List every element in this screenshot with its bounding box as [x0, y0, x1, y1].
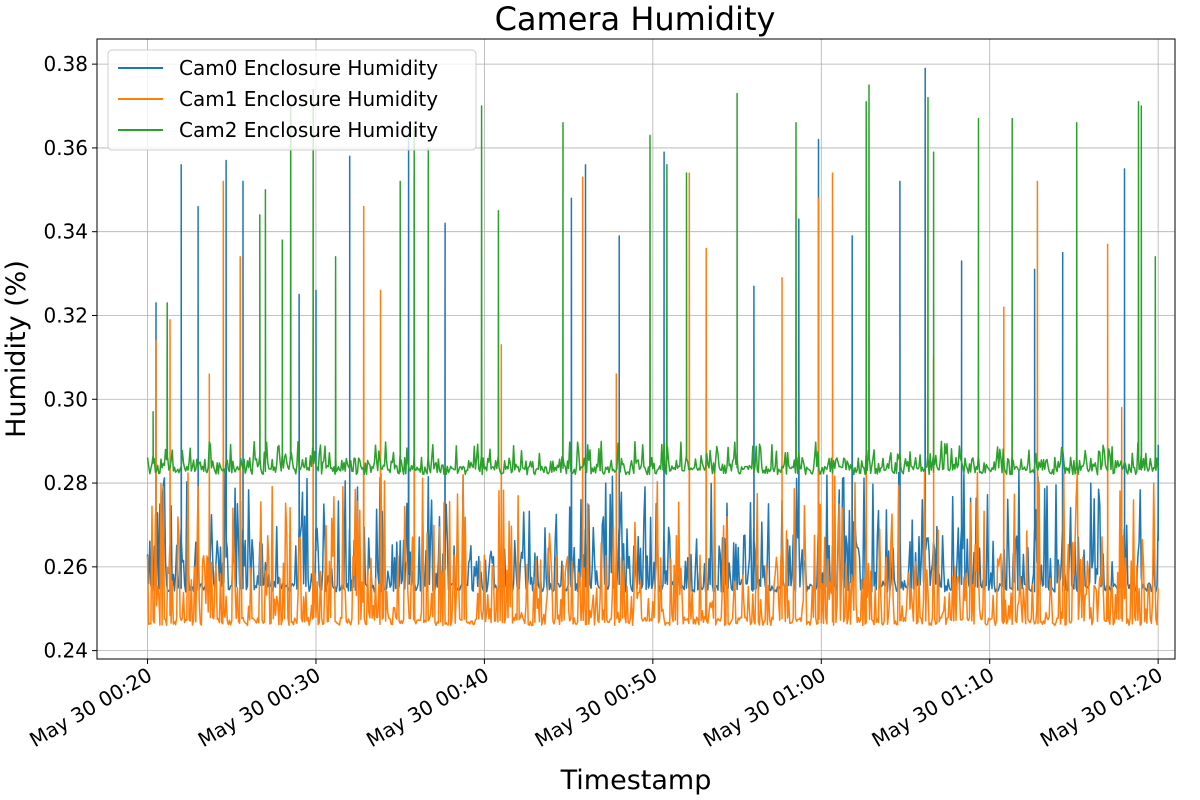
- y-tick-label: 0.26: [43, 555, 88, 579]
- y-tick-label: 0.30: [43, 387, 88, 411]
- legend-box: [107, 49, 477, 151]
- y-tick-label: 0.36: [43, 136, 88, 160]
- legend-label-0: Cam0 Enclosure Humidity: [179, 56, 438, 80]
- y-tick-label: 0.32: [43, 303, 88, 327]
- legend-label-1: Cam1 Enclosure Humidity: [179, 87, 438, 111]
- x-axis-label: Timestamp: [560, 765, 712, 796]
- series-line-2: [146, 84, 1159, 476]
- series-lines: [146, 67, 1160, 627]
- y-tick-label: 0.34: [43, 220, 88, 244]
- series-line-1: [146, 172, 1159, 627]
- legend: Cam0 Enclosure Humidity Cam1 Enclosure Hu…: [107, 49, 477, 151]
- legend-entries: Cam0 Enclosure Humidity Cam1 Enclosure Hu…: [118, 56, 438, 142]
- y-tick-label: 0.28: [43, 471, 88, 495]
- y-axis-ticks: 0.24 0.26 0.28 0.30 0.32 0.34 0.36 0.38: [43, 52, 97, 663]
- y-axis-label: Humidity (%): [1, 260, 32, 438]
- y-tick-label: 0.24: [43, 639, 88, 663]
- legend-label-2: Cam2 Enclosure Humidity: [179, 118, 438, 142]
- series-line-0: [146, 67, 1160, 593]
- y-tick-label: 0.38: [43, 52, 88, 76]
- chart-title: Camera Humidity: [495, 0, 776, 38]
- plot-frame: [96, 38, 1176, 660]
